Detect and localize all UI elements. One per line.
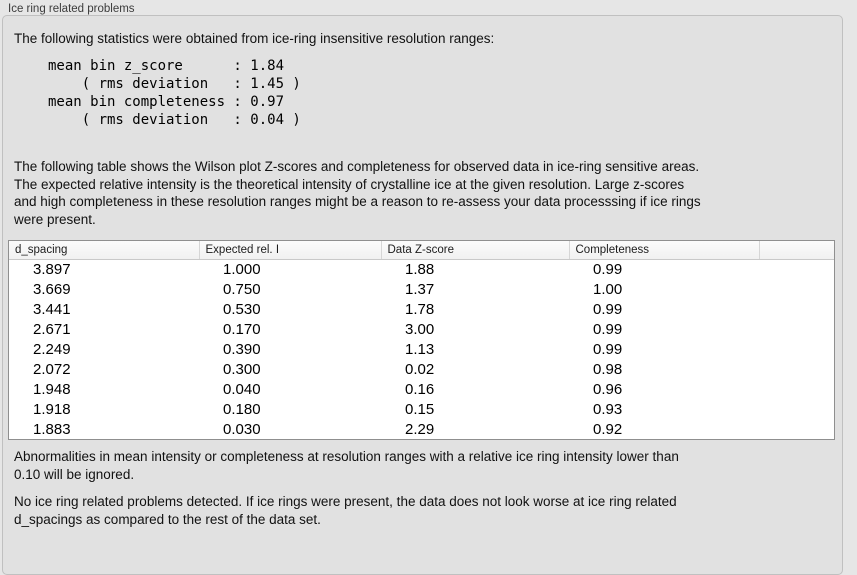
table-cell: 0.93	[593, 400, 623, 418]
table-cell-spacer	[759, 379, 834, 399]
table-cell: 0.92	[593, 420, 623, 438]
column-header-expected-rel-i[interactable]: Expected rel. I	[198, 241, 381, 260]
table-cell: 1.918	[33, 400, 71, 418]
table-cell: 1.883	[33, 420, 71, 438]
table-row[interactable]: 2.072 0.300 0.02 0.98	[9, 359, 834, 379]
column-header-completeness[interactable]: Completeness	[568, 241, 759, 260]
table-row[interactable]: 2.671 0.170 3.00 0.99	[9, 319, 834, 339]
table-cell: 1.37	[405, 280, 435, 298]
table-cell: 0.300	[223, 360, 261, 378]
panel-title: Ice ring related problems	[8, 3, 135, 15]
table-cell: 0.99	[593, 300, 623, 318]
table-cell: 0.040	[223, 380, 261, 398]
table-cell: 0.750	[223, 280, 261, 298]
table-cell-spacer	[759, 399, 834, 419]
table-row[interactable]: 1.883 0.030 2.29 0.92	[9, 419, 834, 439]
table-cell: 0.96	[593, 380, 623, 398]
table-cell: 0.030	[223, 420, 261, 438]
table-cell: 3.669	[33, 280, 71, 298]
table-cell-spacer	[759, 339, 834, 359]
description-text: The following table shows the Wilson plo…	[14, 159, 701, 227]
table-cell: 0.02	[405, 360, 435, 378]
column-header-data-z-score[interactable]: Data Z-score	[380, 241, 569, 260]
table-cell: 1.948	[33, 380, 71, 398]
table-cell: 0.16	[405, 380, 435, 398]
stats-block: mean bin z_score : 1.84 ( rms deviation …	[48, 58, 301, 128]
table-cell: 3.897	[33, 260, 71, 278]
table-cell: 0.99	[593, 320, 623, 338]
table-cell: 3.00	[405, 320, 435, 338]
table-cell: 0.180	[223, 400, 261, 418]
ignore-note-text: Abnormalities in mean intensity or compl…	[14, 449, 679, 482]
column-header-d-spacing[interactable]: d_spacing	[9, 241, 199, 260]
table-cell: 2.671	[33, 320, 71, 338]
table-row[interactable]: 3.441 0.530 1.78 0.99	[9, 299, 834, 319]
table-body: 3.897 1.000 1.88 0.99 3.669 0.750 1.37 1.00 3.44…	[9, 259, 834, 439]
table-cell-spacer	[759, 279, 834, 299]
table-cell-spacer	[759, 319, 834, 339]
table-cell: 0.99	[593, 260, 623, 278]
table-row[interactable]: 3.897 1.000 1.88 0.99	[9, 259, 834, 279]
table-cell: 1.78	[405, 300, 435, 318]
table-cell: 1.13	[405, 340, 435, 358]
table-cell: 0.98	[593, 360, 623, 378]
table-cell: 0.530	[223, 300, 261, 318]
table-row[interactable]: 1.918 0.180 0.15 0.93	[9, 399, 834, 419]
table-cell: 0.170	[223, 320, 261, 338]
table-cell-spacer	[759, 299, 834, 319]
table-cell: 2.072	[33, 360, 71, 378]
table-header-row: d_spacing Expected rel. I Data Z-score Comp…	[9, 241, 834, 260]
table-cell-spacer	[759, 419, 834, 439]
table-row[interactable]: 3.669 0.750 1.37 1.00	[9, 279, 834, 299]
ice-ring-table[interactable]: d_spacing Expected rel. I Data Z-score Comp…	[8, 240, 835, 440]
table-cell: 2.249	[33, 340, 71, 358]
column-header-spacer	[758, 241, 834, 260]
table-cell: 3.441	[33, 300, 71, 318]
table-cell-spacer	[759, 259, 834, 279]
conclusion-text: No ice ring related problems detected. I…	[14, 494, 677, 527]
table-cell: 1.000	[223, 260, 261, 278]
group-box: The following statistics were obtained f…	[2, 15, 843, 575]
table-row[interactable]: 1.948 0.040 0.16 0.96	[9, 379, 834, 399]
table-cell: 0.390	[223, 340, 261, 358]
intro-text: The following statistics were obtained f…	[14, 31, 495, 46]
table-cell: 2.29	[405, 420, 435, 438]
table-cell: 0.15	[405, 400, 435, 418]
table-cell-spacer	[759, 359, 834, 379]
table-row[interactable]: 2.249 0.390 1.13 0.99	[9, 339, 834, 359]
table-cell: 1.00	[593, 280, 623, 298]
table-cell: 1.88	[405, 260, 435, 278]
table-cell: 0.99	[593, 340, 623, 358]
